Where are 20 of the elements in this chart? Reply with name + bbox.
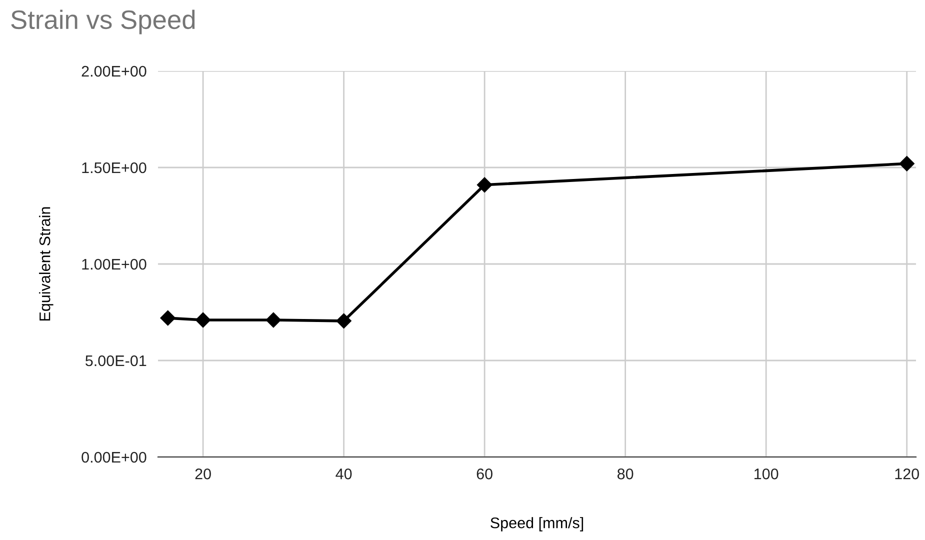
point (160, 310, 176, 326)
y-tick-label: 1.00E+00 (82, 258, 146, 270)
point (266, 312, 281, 328)
x-tick-label: 80 (617, 468, 634, 480)
x-tick-label: 120 (895, 468, 919, 480)
chart-title: Strain vs Speed (11, 10, 195, 34)
y-axis-title: Equivalent Strain (39, 207, 54, 320)
x-tick-label: 20 (195, 468, 211, 480)
point (899, 156, 914, 172)
x-tick-label: 40 (336, 468, 352, 480)
x-tick-label: 100 (754, 468, 778, 480)
y-tick-label: 1.50E+00 (82, 162, 146, 174)
point (195, 312, 211, 328)
x-axis-title: Speed [mm/s] (490, 517, 584, 532)
y-tick-label: 5.00E-01 (86, 355, 146, 366)
point (336, 313, 352, 329)
point (476, 177, 492, 192)
y-tick-label: 0.00E+00 (82, 452, 146, 463)
x-tick-label: 60 (476, 468, 492, 480)
y-tick-label: 2.00E+00 (82, 66, 146, 77)
